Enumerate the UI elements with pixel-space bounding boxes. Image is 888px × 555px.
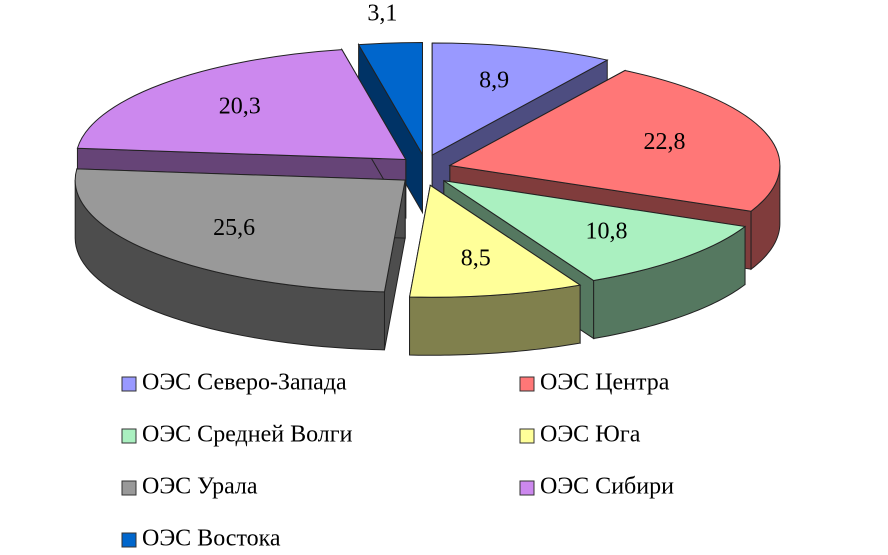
legend-label: ОЭС Востока	[142, 526, 281, 552]
slice	[357, 41, 423, 157]
legend-swatch	[519, 376, 535, 392]
slice	[74, 168, 406, 293]
legend-label: ОЭС Центра	[540, 370, 670, 396]
slice	[443, 180, 747, 282]
legend-swatch	[519, 480, 535, 496]
legend-swatch	[121, 376, 137, 392]
data-label: 22,8	[644, 129, 686, 155]
legend-label: ОЭС Урала	[142, 474, 258, 500]
data-label: 8,5	[461, 245, 491, 271]
slice	[74, 168, 406, 351]
slice	[76, 49, 407, 161]
data-label: 10,8	[585, 219, 627, 245]
slice	[408, 184, 582, 356]
legend-label: ОЭС Сибири	[540, 474, 674, 500]
legend-label: ОЭС Юга	[540, 422, 641, 448]
data-label: 8,9	[479, 67, 509, 93]
data-label: 25,6	[213, 215, 255, 241]
slice	[448, 69, 781, 212]
slice	[431, 42, 609, 156]
legend-swatch	[121, 480, 137, 496]
legend-swatch	[121, 428, 137, 444]
legend-swatch	[519, 428, 535, 444]
data-label: 3,1	[367, 1, 397, 27]
legend-swatch	[121, 532, 137, 548]
slice	[357, 41, 423, 215]
legend-label: ОЭС Северо-Запада	[142, 370, 347, 396]
data-label: 20,3	[219, 94, 261, 120]
legend-label: ОЭС Средней Волги	[142, 422, 353, 448]
slice	[408, 184, 582, 298]
